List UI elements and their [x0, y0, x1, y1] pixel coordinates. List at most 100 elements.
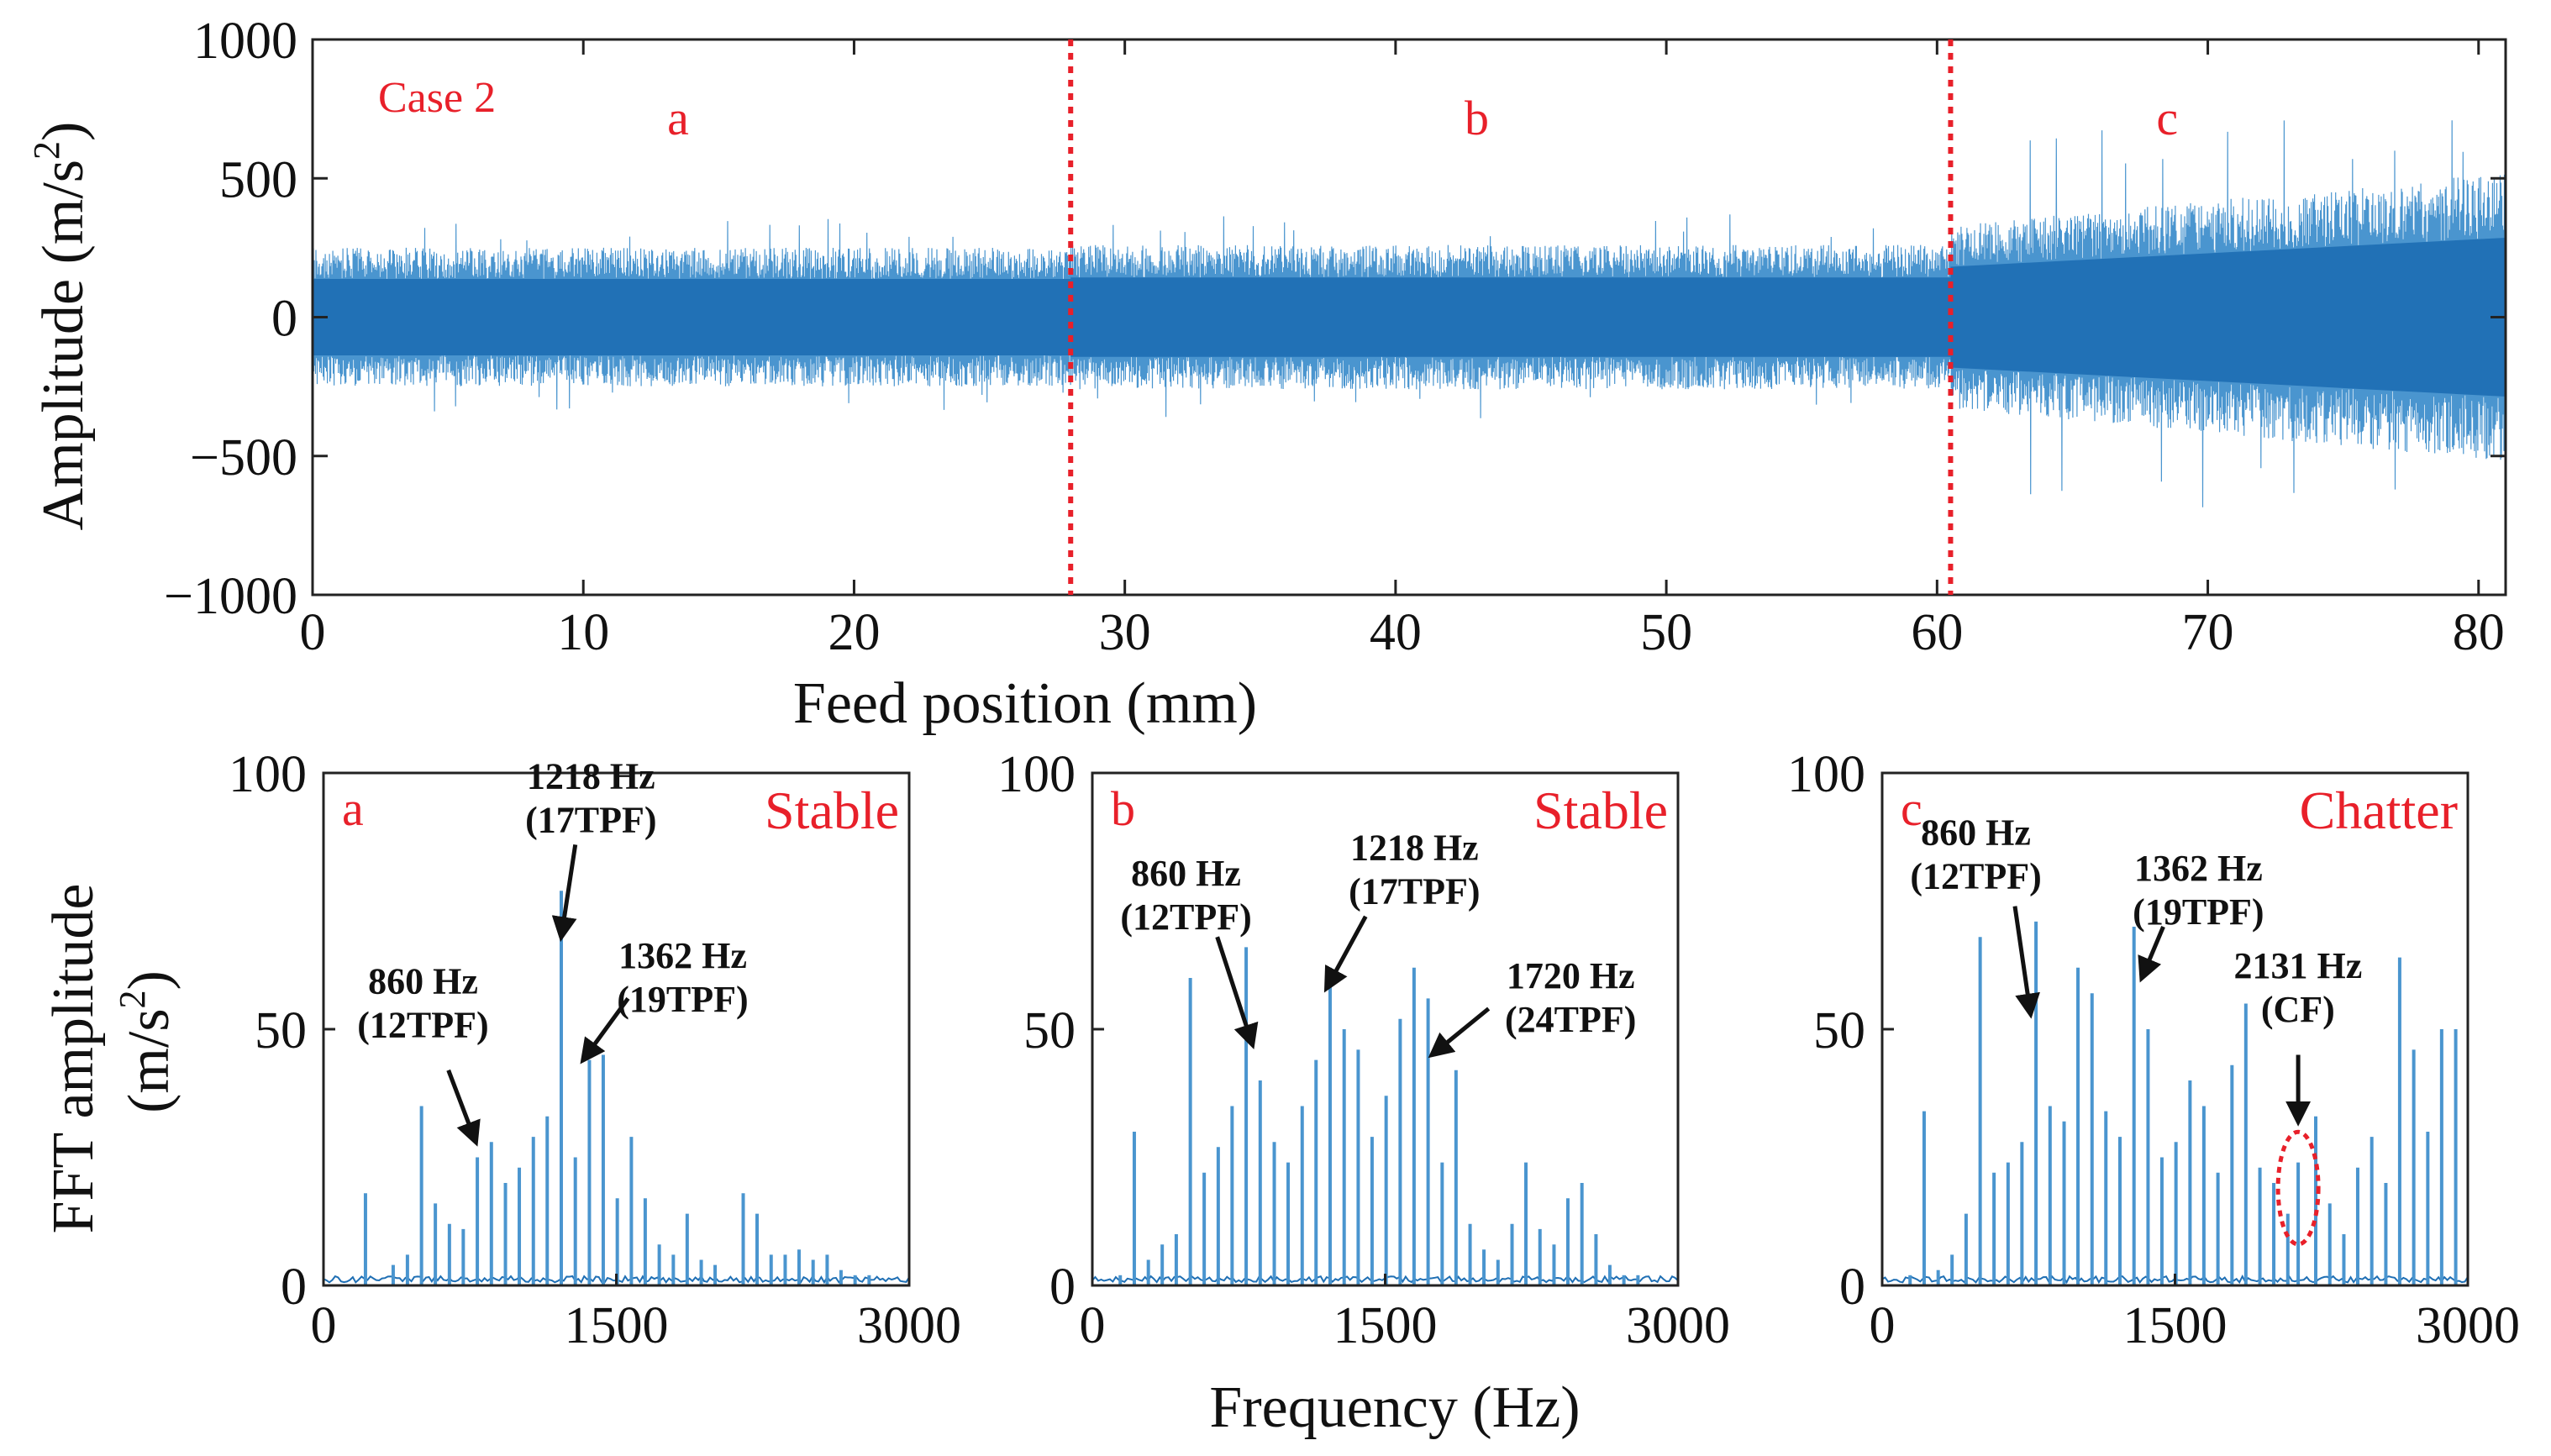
fft-annotation-order: (19TPF)	[2133, 891, 2264, 933]
time-signal-trace	[312, 120, 2506, 507]
fft-annotation-order: (12TPF)	[1910, 855, 2041, 896]
fft-b-state-label: Stable	[1533, 781, 1668, 840]
fft-c-bars	[1881, 921, 2469, 1285]
fft-annotation-arrow	[580, 996, 630, 1064]
y-tick-label: −1000	[164, 568, 297, 625]
fft-y-tick-label: 100	[997, 746, 1076, 803]
fft-annotation-freq: 1218 Hz	[1350, 828, 1479, 869]
fft-annotation-freq: 1362 Hz	[2134, 848, 2263, 889]
fft-b-annotations: 860 Hz(12TPF) 1218 Hz(17TPF) 1720 Hz(24TPF…	[1120, 828, 1636, 1059]
fft-y-tick-label: 100	[1787, 746, 1865, 803]
fft-y-tick-label: 50	[1023, 1002, 1076, 1059]
x-tick-label: 50	[1640, 604, 1692, 661]
fft-annotation-arrow	[1323, 915, 1368, 993]
y-tick-label: −500	[190, 429, 297, 486]
fft-a-ticks: 0 1500 3000 0 50 100	[229, 746, 961, 1354]
fft-y-tick-label: 0	[281, 1259, 307, 1316]
time-signal-core-b	[1070, 277, 1951, 357]
fft-annotation-order: (12TPF)	[357, 1004, 488, 1045]
fft-a-state-label: Stable	[765, 781, 899, 840]
fft-c-annotations: 860 Hz(12TPF) 1362 Hz(19TPF) 2131 Hz(CF)	[1910, 812, 2362, 1247]
fft-panel-c: 0 1500 3000 0 50 100 860 Hz(12TPF) 1362 Hz(19T…	[1787, 746, 2520, 1354]
y-tick-label: 1000	[193, 13, 297, 70]
fft-panel-a: 0 1500 3000 0 50 100 1218 Hz(17TPF) 1362 Hz(19…	[229, 746, 961, 1354]
fft-annotation-arrow	[1215, 936, 1259, 1050]
time-signal-panel: 0 10 20 30 40 50 60 70 80 1000 500 0 −500 −1000 Case …	[26, 13, 2507, 736]
fft-annotation-arrow	[1428, 1007, 1491, 1059]
fft-y-tick-label: 0	[1839, 1259, 1865, 1316]
fft-c-ticks: 0 1500 3000 0 50 100	[1787, 746, 2520, 1354]
fft-noise-floor	[1091, 1275, 1679, 1285]
case-label: Case 2	[378, 74, 496, 122]
fft-annotation-freq: 860 Hz	[1131, 853, 1241, 894]
x-tick-label: 40	[1370, 604, 1422, 661]
fft-annotation-order: (17TPF)	[1349, 871, 1480, 912]
x-tick-label: 80	[2453, 604, 2505, 661]
fft-annotation-freq: 1218 Hz	[527, 755, 655, 796]
fft-annotation-order: (24TPF)	[1505, 999, 1636, 1040]
fft-noise-floor	[323, 1275, 910, 1285]
fft-x-tick-label: 0	[311, 1297, 337, 1354]
fft-annotation-freq: 860 Hz	[368, 960, 478, 1001]
x-tick-label: 70	[2182, 604, 2234, 661]
fft-y-axis-unit: (m/s2)	[112, 970, 181, 1113]
fft-x-tick-label: 3000	[1626, 1297, 1730, 1354]
fft-annotation-order: (19TPF)	[617, 979, 748, 1020]
fft-annotation-freq: 1720 Hz	[1507, 955, 1635, 996]
x-tick-label: 20	[828, 604, 880, 661]
time-signal-core-c	[1950, 237, 2506, 397]
fft-b-ticks: 0 1500 3000 0 50 100	[997, 746, 1730, 1354]
fft-x-tick-label: 1500	[565, 1297, 669, 1354]
fft-y-axis-label: FFT amplitude	[41, 884, 106, 1234]
fft-annotation-freq: 2131 Hz	[2233, 945, 2362, 986]
fft-y-tick-label: 50	[255, 1002, 307, 1059]
region-label-c: c	[2156, 91, 2178, 145]
fft-c-state-label: Chatter	[2300, 781, 2458, 840]
time-signal-core-a	[313, 279, 1071, 355]
fft-b-panel-label: b	[1111, 781, 1135, 836]
fft-a-panel-label: a	[342, 781, 364, 836]
x-tick-label: 0	[300, 604, 326, 661]
fft-a-annotations: 1218 Hz(17TPF) 1362 Hz(19TPF) 860 Hz(12TPF…	[357, 755, 749, 1147]
fft-x-tick-label: 0	[1080, 1297, 1106, 1354]
fft-panel-b: 0 1500 3000 0 50 100 860 Hz(12TPF) 1218 Hz(17T…	[997, 746, 1730, 1354]
fft-y-tick-label: 50	[1813, 1002, 1865, 1059]
fft-annotation-order: (CF)	[2261, 989, 2335, 1030]
fft-y-tick-label: 0	[1049, 1259, 1076, 1316]
x-axis-label: Feed position (mm)	[793, 671, 1257, 736]
fft-annotation-order: (12TPF)	[1120, 896, 1251, 938]
y-tick-label: 500	[219, 151, 297, 208]
fft-a-bars	[323, 891, 910, 1285]
x-tick-label: 10	[557, 604, 609, 661]
y-axis-label-sup: 2	[26, 141, 67, 160]
fft-annotation-order: (17TPF)	[525, 799, 656, 840]
fft-x-tick-label: 0	[1870, 1297, 1896, 1354]
y-axis-label-main: Amplitude (m/s	[31, 160, 96, 530]
segment-boundaries	[1068, 39, 1954, 595]
fft-annotation-freq: 860 Hz	[1921, 812, 2031, 853]
fft-y-tick-label: 100	[229, 746, 307, 803]
fft-x-tick-label: 1500	[2123, 1297, 2228, 1354]
fft-annotation-arrow	[2138, 926, 2165, 983]
fft-noise-floor	[1881, 1274, 2469, 1285]
time-signal-ticks: 0 10 20 30 40 50 60 70 80 1000 500 0 −500 −1000	[164, 13, 2506, 661]
fft-x-tick-label: 3000	[2416, 1297, 2520, 1354]
y-axis-label: Amplitude (m/s2)	[26, 122, 96, 531]
y-tick-label: 0	[271, 291, 297, 348]
fft-annotation-freq: 1362 Hz	[618, 935, 747, 976]
fft-annotation-arrow	[551, 844, 578, 943]
fft-b-bars	[1091, 947, 1679, 1285]
region-label-a: a	[667, 91, 689, 145]
fft-annotation-arrow	[2012, 906, 2040, 1019]
x-tick-label: 60	[1911, 604, 1963, 661]
region-label-b: b	[1465, 91, 1489, 145]
x-tick-label: 30	[1099, 604, 1151, 661]
fft-c-panel-label: c	[1901, 781, 1922, 836]
fft-annotation-arrow	[446, 1069, 481, 1147]
fft-x-tick-label: 1500	[1333, 1297, 1438, 1354]
chatter-highlight-ellipse	[2275, 1129, 2321, 1247]
y-axis-label-tail: )	[31, 122, 96, 141]
fft-x-tick-label: 3000	[857, 1297, 961, 1354]
fft-x-axis-label: Frequency (Hz)	[1209, 1375, 1580, 1440]
